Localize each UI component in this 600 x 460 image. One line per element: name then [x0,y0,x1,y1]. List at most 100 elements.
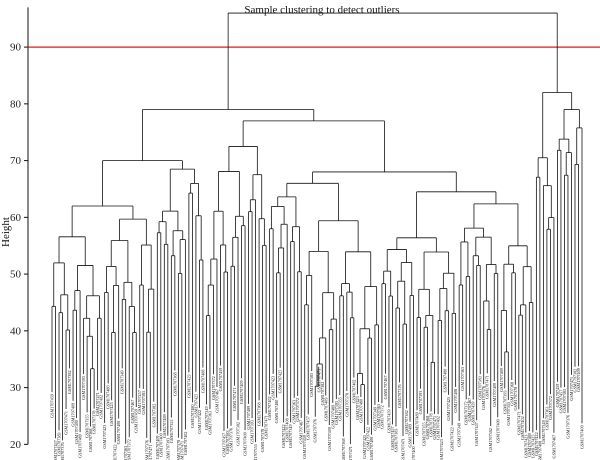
leaf-label: GSM1707383 [393,428,398,452]
leaf-label: GSM1707489 [162,414,167,438]
leaf-label: GSM1707457 [306,416,311,440]
y-axis: 20 30 40 50 60 70 80 90 [10,7,29,451]
leaf-label: GSM1707376 [397,384,402,408]
dendrogram-tree [51,12,583,445]
leaf-label: GSM1707368 [257,402,262,426]
leaf-label: GSM1707480 [443,369,448,393]
leaf-label: GSM1707402 [351,379,356,403]
y-tick-label: 60 [10,212,22,224]
leaf-label: GSM1707400 [158,433,163,457]
leaf-label: GSM1707402 [436,416,441,440]
leaf-label: GSM1707402 [99,395,104,419]
leaf-label: GSM1707372 [127,439,132,460]
leaf-label: GSM1707382 [67,370,72,394]
leaf-label: GSM1707471 [264,415,269,439]
leaf-label: GSM1707489 [330,405,335,429]
y-tick-label: 90 [10,42,22,54]
leaf-label: GSM1707459 [471,402,476,426]
leaf-label: GSM1707471 [316,369,321,393]
leaf-label: GSM1707378 [260,429,265,453]
leaf-label: GSM1707425 [362,435,367,459]
leaf-label: GSM1707423 [523,435,528,459]
leaf-label: GSM1707471 [232,388,237,412]
leaf-label: GSM1707355 [422,422,427,446]
leaf-label: GSM1707409 [492,383,497,407]
leaf-label: GSM1707372 [548,396,553,420]
leaf-label: GSM1707471 [95,392,100,416]
leaf-label: GSM1707363 [376,404,381,428]
leaf-label: GSM1707471 [432,416,437,440]
leaf-label: GSM1707423 [271,376,276,400]
leaf-label: GSM1707459 [302,435,307,459]
leaf-label: GSM1707383 [141,391,146,415]
leaf-labels: GSM1707459GSM1707457GSM1707383GSM1707376… [50,367,585,460]
leaf-label: GSM1707408 [116,421,121,445]
leaf-label: GSM1707376 [144,440,149,460]
leaf-label: GSM1707378 [176,440,181,460]
leaf-label: GSM1707422 [281,424,286,448]
leaf-label: GSM1707409 [323,398,328,422]
leaf-label: GSM1707471 [485,375,490,399]
leaf-label: GSM1707383 [478,376,483,400]
leaf-label: GSM1707422 [450,427,455,451]
leaf-label: GSM1707480 [274,400,279,424]
leaf-label: GSM1707383 [562,389,567,413]
leaf-label: GSM1707425 [278,370,283,394]
y-tick-label: 80 [10,98,22,110]
leaf-label: GSM1707471 [64,411,69,435]
leaf-label: GSM1707471 [569,377,574,401]
leaf-label: GSM1707383 [225,430,230,454]
leaf-label: GSM1707409 [71,403,76,427]
leaf-label: GSM1707467 [383,376,388,400]
leaf-label: GSM1707467 [467,398,472,422]
y-tick-label: 20 [10,439,22,451]
leaf-label: GSM1707457 [137,390,142,414]
leaf-label: GSM1707457 [474,422,479,446]
leaf-label: GSM1707480 [106,385,111,409]
leaf-label: GSM1707363 [292,400,297,424]
leaf-label: GSM1707368 [341,438,346,460]
leaf-label: GSM1707480 [527,433,532,457]
leaf-label: GSM1707378 [513,387,518,411]
leaf-label: GSM1707376 [481,386,486,410]
leaf-label: GSM1707409 [408,424,413,448]
leaf-label: GSM1707393 [250,420,255,444]
leaf-label: GSM1707422 [197,410,202,434]
leaf-label: GSM1707382 [320,382,325,406]
leaf-label: GSM1707368 [425,416,430,440]
leaf-label: GSM1707423 [439,439,444,460]
leaf-label: GSM1707489 [78,434,83,458]
leaf-label: GSM1707400 [74,420,79,444]
leaf-label: GSM1707467 [130,400,135,424]
leaf-label: GSM1707372 [295,398,300,422]
leaf-label: GSM1707422 [365,427,370,451]
leaf-label: GSM1707349 [372,407,377,431]
leaf-label: GSM1707402 [520,416,525,440]
leaf-label: GSM1707425 [193,394,198,418]
leaf-label: GSM1707409 [239,380,244,404]
leaf-label: GSM1707409 [576,368,581,392]
leaf-label: GSM1707408 [537,441,542,460]
leaf-label: GSM1707425 [109,402,114,426]
leaf-label: GSM1707376 [60,442,65,460]
leaf-label: GSM1707372 [379,405,384,429]
leaf-label: GSM1707400 [327,427,332,451]
leaf-label: GSM1707457 [558,390,563,414]
leaf-label: GSM1707382 [236,422,241,446]
leaf-label: GSM1707425 [446,397,451,421]
leaf-label: GSM1707408 [285,418,290,442]
leaf-label: GSM1707393 [81,376,86,400]
leaf-label: GSM1707376 [313,419,318,443]
leaf-label: GSM1707368 [172,372,177,396]
leaf-label: GSM1707459 [218,368,223,392]
leaf-label: GSM1707349 [541,420,546,444]
leaf-label: GSM1707378 [92,411,97,435]
leaf-label: GSM1707355 [506,402,511,426]
leaf-label: GSM1707409 [155,435,160,459]
leaf-label: GSM1707471 [400,438,405,460]
leaf-label: GSM1707480 [358,399,363,423]
leaf-label: GSM1707363 [123,446,128,460]
leaf-label: GSM1707393 [334,401,339,425]
leaf-label: GSM1707368 [509,382,514,406]
